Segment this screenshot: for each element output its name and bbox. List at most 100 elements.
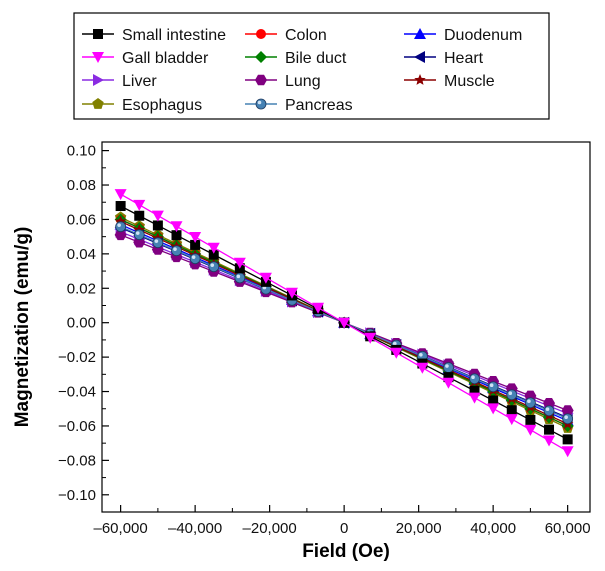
legend-label: Gall bladder <box>122 50 209 67</box>
data-point-small-intestine <box>190 239 201 250</box>
legend-marker-bile-duct <box>255 51 267 63</box>
data-point-pancreas <box>506 389 518 401</box>
legend-marker-esophagus <box>92 98 104 109</box>
y-tick-label: 0.10 <box>67 143 96 160</box>
legend-label: Colon <box>285 27 327 44</box>
y-tick-label: 0.00 <box>67 315 96 332</box>
data-point-pancreas <box>562 413 574 425</box>
x-tick-label: 0 <box>340 520 348 537</box>
y-tick-label: −0.04 <box>58 384 96 401</box>
data-point-gall-bladder <box>468 392 481 404</box>
data-point-gall-bladder <box>487 403 500 415</box>
data-point-small-intestine <box>506 405 517 416</box>
legend-item-esophagus: Esophagus <box>82 97 202 114</box>
legend-marker-liver <box>93 74 104 86</box>
legend-box <box>73 12 550 120</box>
data-point-gall-bladder <box>233 257 246 269</box>
data-point-pancreas <box>469 373 480 385</box>
legend-item-lung: Lung <box>245 73 321 90</box>
plot-area <box>114 189 574 458</box>
legend-item-colon: Colon <box>245 27 327 44</box>
legend-item-pancreas: Pancreas <box>245 97 353 114</box>
y-tick-label: 0.02 <box>67 280 96 297</box>
y-tick-label: −0.06 <box>58 418 96 435</box>
legend-item-heart: Heart <box>404 50 484 67</box>
data-point-pancreas <box>133 229 145 241</box>
data-point-pancreas <box>487 381 499 393</box>
legend-label: Pancreas <box>285 97 353 114</box>
data-point-small-intestine <box>544 424 555 435</box>
data-point-gall-bladder <box>543 435 556 447</box>
data-point-gall-bladder <box>285 287 298 299</box>
legend-label: Bile duct <box>285 50 347 67</box>
data-point-gall-bladder <box>133 199 146 211</box>
data-point-gall-bladder <box>312 302 325 314</box>
data-point-small-intestine <box>562 434 573 445</box>
data-point-small-intestine <box>115 201 126 212</box>
data-point-pancreas <box>443 362 454 373</box>
data-point-small-intestine <box>134 210 145 221</box>
legend-label: Lung <box>285 73 321 90</box>
legend-item-liver: Liver <box>82 73 157 90</box>
data-point-gall-bladder <box>524 424 537 436</box>
data-point-pancreas <box>234 272 246 284</box>
data-point-pancreas <box>152 237 164 249</box>
legend-marker-duodenum <box>414 28 426 39</box>
legend-label: Muscle <box>444 73 495 90</box>
legend-marker-colon <box>256 29 266 39</box>
legend-marker-muscle <box>414 74 426 85</box>
data-point-pancreas <box>208 261 220 273</box>
y-axis-title: Magnetization (emu/g) <box>12 227 33 428</box>
data-point-gall-bladder <box>338 317 351 329</box>
data-point-gall-bladder <box>170 221 183 233</box>
data-point-lung <box>114 229 127 241</box>
y-tick-label: 0.04 <box>67 246 96 263</box>
data-point-lung <box>543 397 556 409</box>
legend-marker-pancreas <box>255 98 267 110</box>
data-point-lung <box>561 405 574 416</box>
data-point-small-intestine <box>443 372 454 383</box>
x-tick-label: –40,000 <box>168 520 222 537</box>
y-tick-label: −0.02 <box>58 349 96 366</box>
x-tick-label: –60,000 <box>94 520 148 537</box>
data-point-gall-bladder <box>151 210 164 222</box>
data-point-gall-bladder <box>390 347 403 359</box>
data-point-pancreas <box>115 221 127 233</box>
plot-frame <box>101 141 591 513</box>
legend-item-small-intestine: Small intestine <box>82 27 226 44</box>
series-gall-bladder <box>114 189 574 458</box>
data-point-pancreas <box>524 397 536 409</box>
legend-label: Heart <box>444 50 484 67</box>
data-point-pancreas <box>171 245 182 257</box>
data-point-lung <box>133 237 146 248</box>
data-point-pancreas <box>543 405 555 417</box>
y-tick-label: −0.08 <box>58 452 96 469</box>
legend-marker-small-intestine <box>93 29 103 39</box>
x-tick-label: –20,000 <box>243 520 297 537</box>
x-tick-label: 40,000 <box>470 520 516 537</box>
legend-label: Small intestine <box>122 27 226 44</box>
x-axis-title: Field (Oe) <box>302 541 390 562</box>
y-tick-label: 0.08 <box>67 177 96 194</box>
data-point-gall-bladder <box>189 231 202 243</box>
data-point-small-intestine <box>152 220 163 231</box>
data-point-gall-bladder <box>416 362 429 374</box>
legend-label: Duodenum <box>444 27 522 44</box>
legend-item-gall-bladder: Gall bladder <box>82 50 209 67</box>
legend-marker-lung <box>255 74 267 86</box>
data-point-small-intestine <box>208 249 219 260</box>
legend-item-muscle: Muscle <box>404 73 495 90</box>
data-point-small-intestine <box>488 395 499 406</box>
legend-label: Liver <box>122 73 157 90</box>
data-point-gall-bladder <box>364 332 377 344</box>
y-tick-label: 0.06 <box>67 211 96 228</box>
legend-item-bile-duct: Bile duct <box>245 50 347 67</box>
legend-label: Esophagus <box>122 97 202 114</box>
legend: Small intestine Colon Duodenum Gall bladder… <box>73 12 550 120</box>
data-point-pancreas <box>189 253 201 265</box>
data-point-gall-bladder <box>561 446 574 458</box>
y-tick-label: −0.10 <box>58 487 96 504</box>
data-point-small-intestine <box>469 385 480 396</box>
